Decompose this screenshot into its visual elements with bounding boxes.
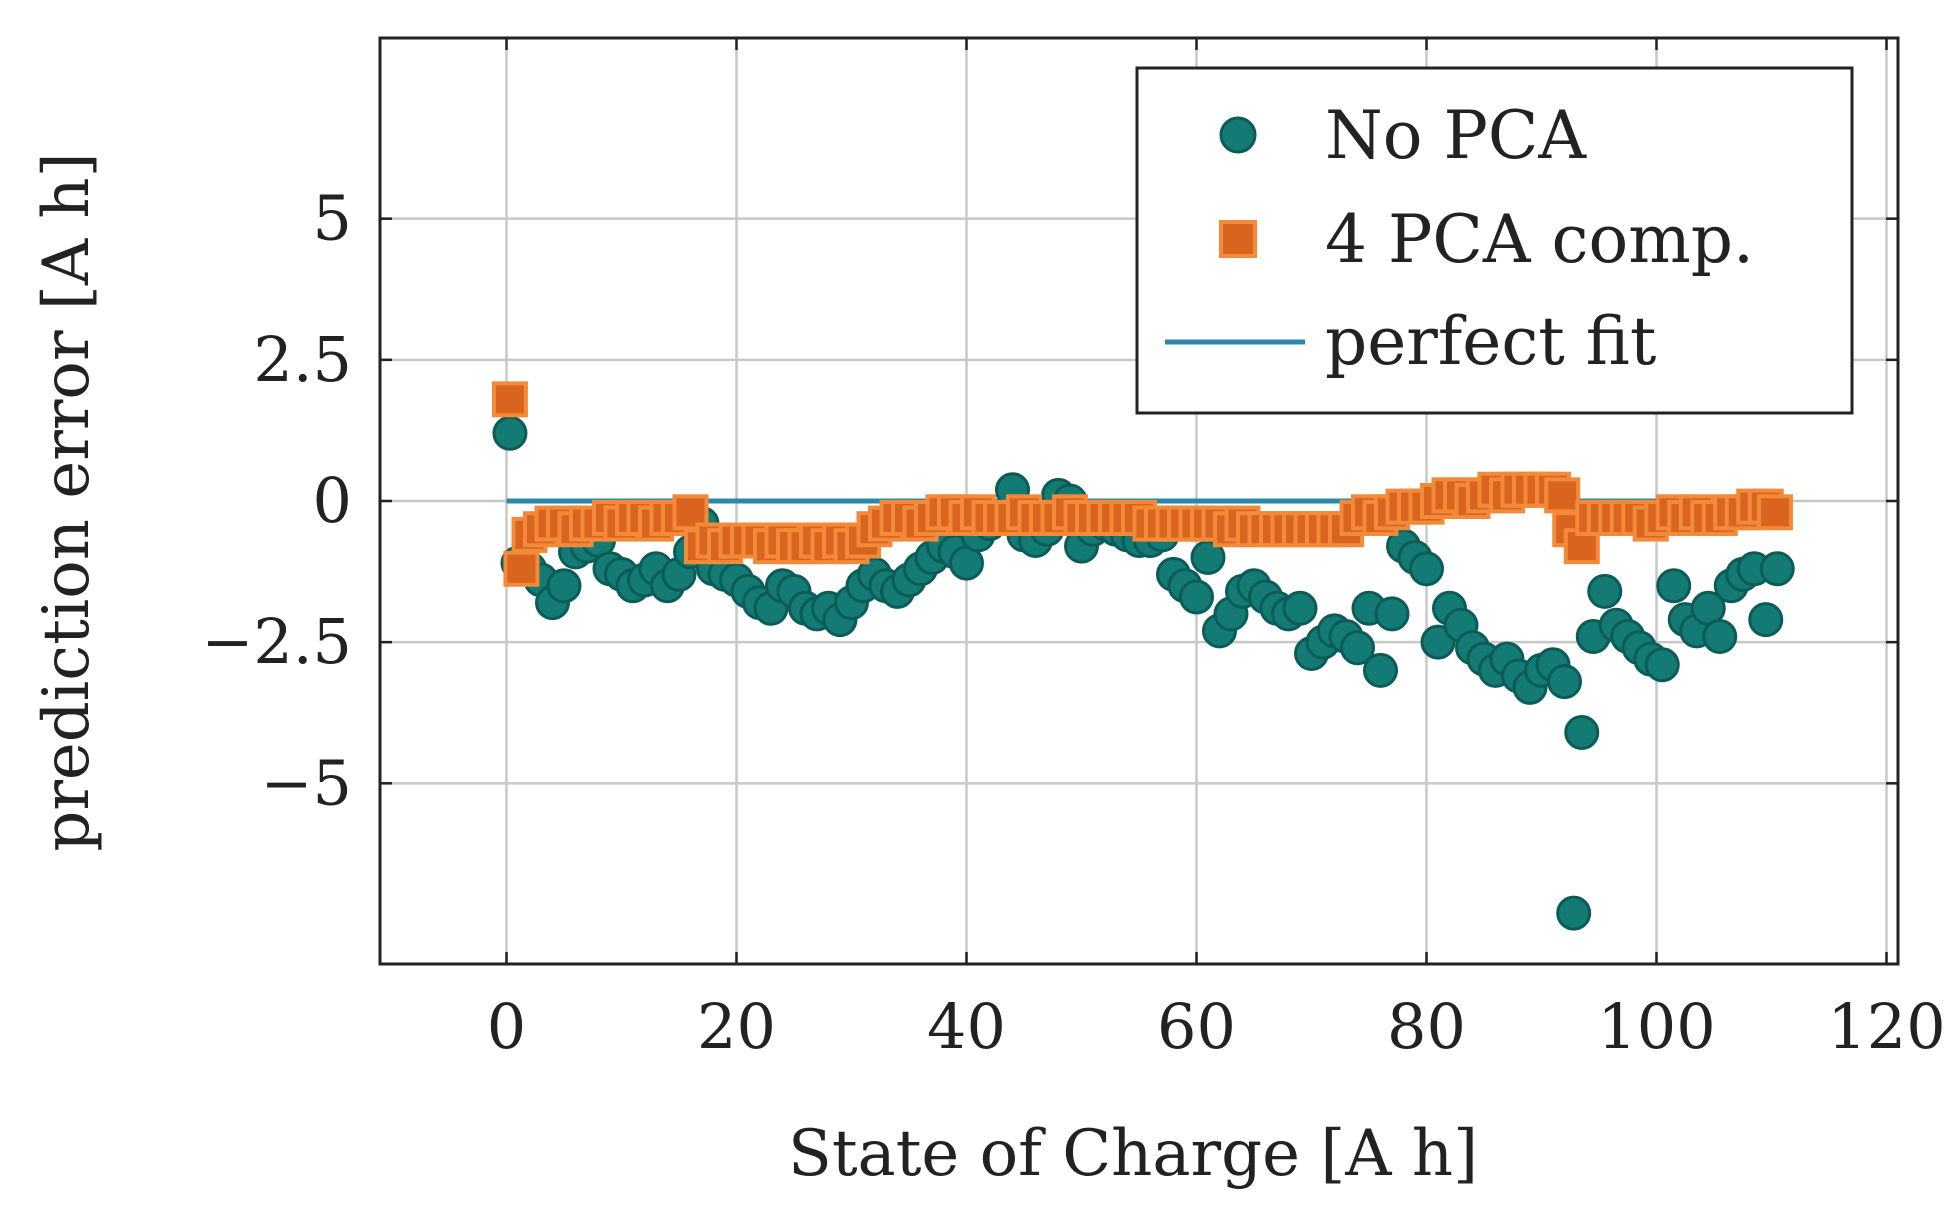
no-pca-point	[1363, 652, 1398, 688]
no-pca-point	[1644, 647, 1680, 683]
y-tick-label: −5	[261, 746, 352, 819]
no-pca-point	[1340, 630, 1375, 666]
no-pca-point	[1374, 596, 1410, 632]
legend-marker-no-pca	[1219, 116, 1257, 154]
legend-marker-pca4	[1219, 220, 1257, 258]
legend-markers	[1165, 116, 1305, 345]
pca4-point	[1544, 477, 1581, 514]
pca4-point	[491, 381, 528, 418]
no-pca-point	[1547, 664, 1582, 700]
no-pca-point	[1282, 590, 1318, 626]
x-tick-label: 60	[1157, 990, 1236, 1063]
legend-label-perfect-fit: perfect fit	[1325, 303, 1656, 380]
legend-box	[1135, 66, 1854, 415]
legend: No PCA 4 PCA comp. perfect fit	[1135, 66, 1854, 415]
x-tick-label: 40	[927, 990, 1006, 1063]
legend-label-no-pca: No PCA	[1325, 97, 1587, 174]
pca4-series	[491, 381, 1793, 587]
no-pca-point	[1409, 551, 1444, 587]
x-tick-label: 20	[697, 990, 776, 1063]
no-pca-point	[1556, 895, 1592, 931]
no-pca-point	[1759, 551, 1795, 587]
y-tick-label: −2.5	[201, 605, 352, 678]
no-pca-point	[1748, 602, 1784, 638]
no-pca-point	[546, 568, 582, 604]
x-tick-label: 80	[1387, 990, 1466, 1063]
pca4-point	[1756, 494, 1793, 531]
y-axis-label: prediction error [A h]	[30, 152, 104, 851]
x-tick-label: 100	[1597, 990, 1715, 1063]
no-pca-point	[1702, 619, 1738, 655]
y-tick-label: 2.5	[253, 323, 352, 396]
y-tick-labels: 5 2.5 0 −2.5 −5	[201, 182, 352, 820]
no-pca-point	[1587, 573, 1623, 609]
x-tick-label: 120	[1827, 990, 1945, 1063]
no-pca-point	[1564, 715, 1600, 750]
legend-label-pca4: 4 PCA comp.	[1325, 201, 1754, 278]
pca4-point	[503, 550, 540, 587]
y-tick-label: 0	[313, 464, 352, 537]
no-pca-point	[492, 415, 528, 451]
y-tick-label: 5	[313, 182, 352, 255]
no-pca-point	[1179, 579, 1214, 615]
x-tick-labels: 0 20 40 60 80 100 120	[487, 990, 1946, 1063]
no-pca-point	[1656, 568, 1692, 604]
axis-ticks	[380, 38, 1898, 964]
x-tick-label: 0	[487, 990, 526, 1063]
x-axis-label: State of Charge [A h]	[788, 1117, 1478, 1191]
